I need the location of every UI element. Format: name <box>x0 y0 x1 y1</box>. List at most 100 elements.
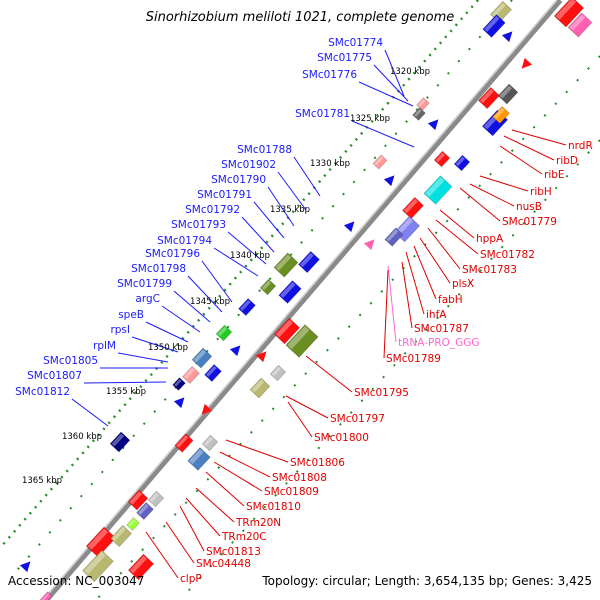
gene-label-ribd[interactable]: ribD <box>556 155 578 167</box>
feature-ssr-low2[interactable] <box>82 549 114 583</box>
gene-label-smc01792[interactable]: SMc01792 <box>185 204 240 216</box>
feature-gray-2[interactable] <box>497 83 519 105</box>
gene-label-smc01807[interactable]: SMc01807 <box>27 370 82 382</box>
gene-label-hppa[interactable]: hppA <box>476 233 504 245</box>
feature-smc01813[interactable] <box>147 490 165 508</box>
feature-smc01795[interactable] <box>285 324 319 358</box>
feature-red-2[interactable] <box>478 86 500 110</box>
gene-label-speb[interactable]: speB <box>118 309 144 321</box>
arrow-blue-6[interactable] <box>173 394 188 409</box>
gene-label-plsx[interactable]: plsX <box>452 278 474 290</box>
feature-gray-mid[interactable] <box>269 364 287 382</box>
gene-label-smc01812[interactable]: SMc01812 <box>15 386 70 398</box>
arrow-blue-1[interactable] <box>501 28 516 43</box>
gene-label-smc01775[interactable]: SMc01775 <box>317 52 372 64</box>
feature-smc01798[interactable] <box>278 280 302 304</box>
feature-red-low[interactable] <box>127 553 155 581</box>
gene-label-clpp[interactable]: clpP <box>180 573 202 585</box>
arrow-blue-5[interactable] <box>229 342 244 357</box>
arrow-blue-2[interactable] <box>427 116 442 131</box>
feature-ssr-low[interactable] <box>110 524 132 548</box>
feature-nusb[interactable] <box>453 154 471 172</box>
gene-label-smc01783[interactable]: SMc01783 <box>462 264 517 276</box>
feature-rpsi[interactable] <box>191 347 213 369</box>
gene-label-smc01799[interactable]: SMc01799 <box>117 278 172 290</box>
gene-label-smc01782[interactable]: SMc01782 <box>480 249 535 261</box>
gene-label-smc01805[interactable]: SMc01805 <box>43 355 98 367</box>
feature-smc01809[interactable] <box>201 434 219 452</box>
feature-argc[interactable] <box>238 298 256 316</box>
gene-label-smc01789[interactable]: SMc01789 <box>386 353 441 365</box>
feature-smc01799[interactable] <box>259 278 277 296</box>
gene-label-fabh[interactable]: fabH <box>438 294 463 306</box>
gene-label-smc01788[interactable]: SMc01788 <box>237 144 292 156</box>
gene-label-smc01798[interactable]: SMc01798 <box>131 263 186 275</box>
feature-smc01772[interactable] <box>482 14 506 38</box>
gene-label-smc01809[interactable]: SMc01809 <box>264 486 319 498</box>
feature-trm20n[interactable] <box>127 489 149 511</box>
feature-gray-smc[interactable] <box>412 107 426 121</box>
gene-label-smc01810[interactable]: SMc01810 <box>246 501 301 513</box>
feature-rplm[interactable] <box>182 366 200 384</box>
feature-fabh[interactable] <box>384 227 404 247</box>
arrow-blue-4[interactable] <box>343 218 358 233</box>
gene-label-smc01787[interactable]: SMc01787 <box>414 323 469 335</box>
gene-label-smc01800[interactable]: SMc01800 <box>314 432 369 444</box>
feature-smc01796[interactable] <box>298 250 320 274</box>
gene-label-smc01794[interactable]: SMc01794 <box>157 235 212 247</box>
gene-label-ribh[interactable]: ribH <box>530 186 552 198</box>
gene-label-rplm[interactable]: rplM <box>93 340 116 352</box>
feature-nrdr-upper[interactable] <box>553 0 585 28</box>
gene-label-smc01791[interactable]: SMc01791 <box>197 189 252 201</box>
feature-smc01794[interactable] <box>273 252 299 278</box>
feature-hppa[interactable] <box>423 175 453 205</box>
gene-label-smc01779[interactable]: SMc01779 <box>502 216 557 228</box>
feature-smc01781[interactable] <box>372 154 388 170</box>
feature-rna-top[interactable] <box>567 12 593 38</box>
arrow-red-1[interactable] <box>518 57 533 72</box>
feature-ribh[interactable] <box>433 150 451 168</box>
arrow-trna[interactable] <box>363 236 378 251</box>
gene-label-argc[interactable]: argC <box>135 293 160 305</box>
feature-smc04448[interactable] <box>126 517 140 531</box>
gene-label-trm20c[interactable]: TRm20C <box>221 531 267 543</box>
arrow-blue-low[interactable] <box>19 558 34 573</box>
arrow-red-2[interactable] <box>255 348 270 363</box>
feature-smc01776[interactable] <box>416 97 430 111</box>
feature-smc01805[interactable] <box>172 377 186 391</box>
gene-label-trna-pro-ggg[interactable]: tRNA-PRO_GGG <box>398 337 480 349</box>
feature-red-mid[interactable] <box>273 317 301 345</box>
gene-label-smc01774[interactable]: SMc01774 <box>328 37 383 49</box>
feature-smc01797[interactable] <box>249 377 271 399</box>
arrow-blue-3[interactable] <box>383 172 398 187</box>
gene-label-ihfa[interactable]: ihfA <box>426 309 447 321</box>
gene-label-ribe[interactable]: ribE <box>544 169 565 181</box>
gene-label-smc01902[interactable]: SMc01902 <box>221 159 276 171</box>
gene-label-smc01776[interactable]: SMc01776 <box>302 69 357 81</box>
gene-label-smc01797[interactable]: SMc01797 <box>330 413 385 425</box>
feature-smc01782[interactable] <box>402 196 424 220</box>
feature-smc01812[interactable] <box>109 431 131 453</box>
gene-label-smc01813[interactable]: SMc01813 <box>206 546 261 558</box>
gene-label-nrdr[interactable]: nrdR <box>568 140 593 152</box>
feature-rna-bottom[interactable] <box>37 591 53 600</box>
feature-clpp[interactable] <box>85 526 117 558</box>
gene-label-trm20n[interactable]: TRm20N <box>235 517 281 529</box>
feature-smc01807[interactable] <box>204 364 222 382</box>
feature-smc01808[interactable] <box>187 447 211 471</box>
gene-label-smc01796[interactable]: SMc01796 <box>145 248 200 260</box>
gene-label-smc01790[interactable]: SMc01790 <box>211 174 266 186</box>
gene-label-nusb[interactable]: nusB <box>516 201 542 213</box>
gene-label-rpsi[interactable]: rpsI <box>110 324 130 336</box>
gene-label-smc01806[interactable]: SMc01806 <box>290 457 345 469</box>
gene-label-smc01781[interactable]: SMc01781 <box>295 108 350 120</box>
feature-orange[interactable] <box>492 106 510 124</box>
feature-smc01806[interactable] <box>174 433 194 453</box>
gene-label-smc01793[interactable]: SMc01793 <box>171 219 226 231</box>
arrow-red-3[interactable] <box>198 403 213 418</box>
gene-label-smc01795[interactable]: SMc01795 <box>354 387 409 399</box>
gene-label-smc04448[interactable]: SMc04448 <box>196 558 251 570</box>
feature-trm20c[interactable] <box>136 502 154 520</box>
feature-speb[interactable] <box>215 324 233 342</box>
gene-label-smc01808[interactable]: SMc01808 <box>272 472 327 484</box>
